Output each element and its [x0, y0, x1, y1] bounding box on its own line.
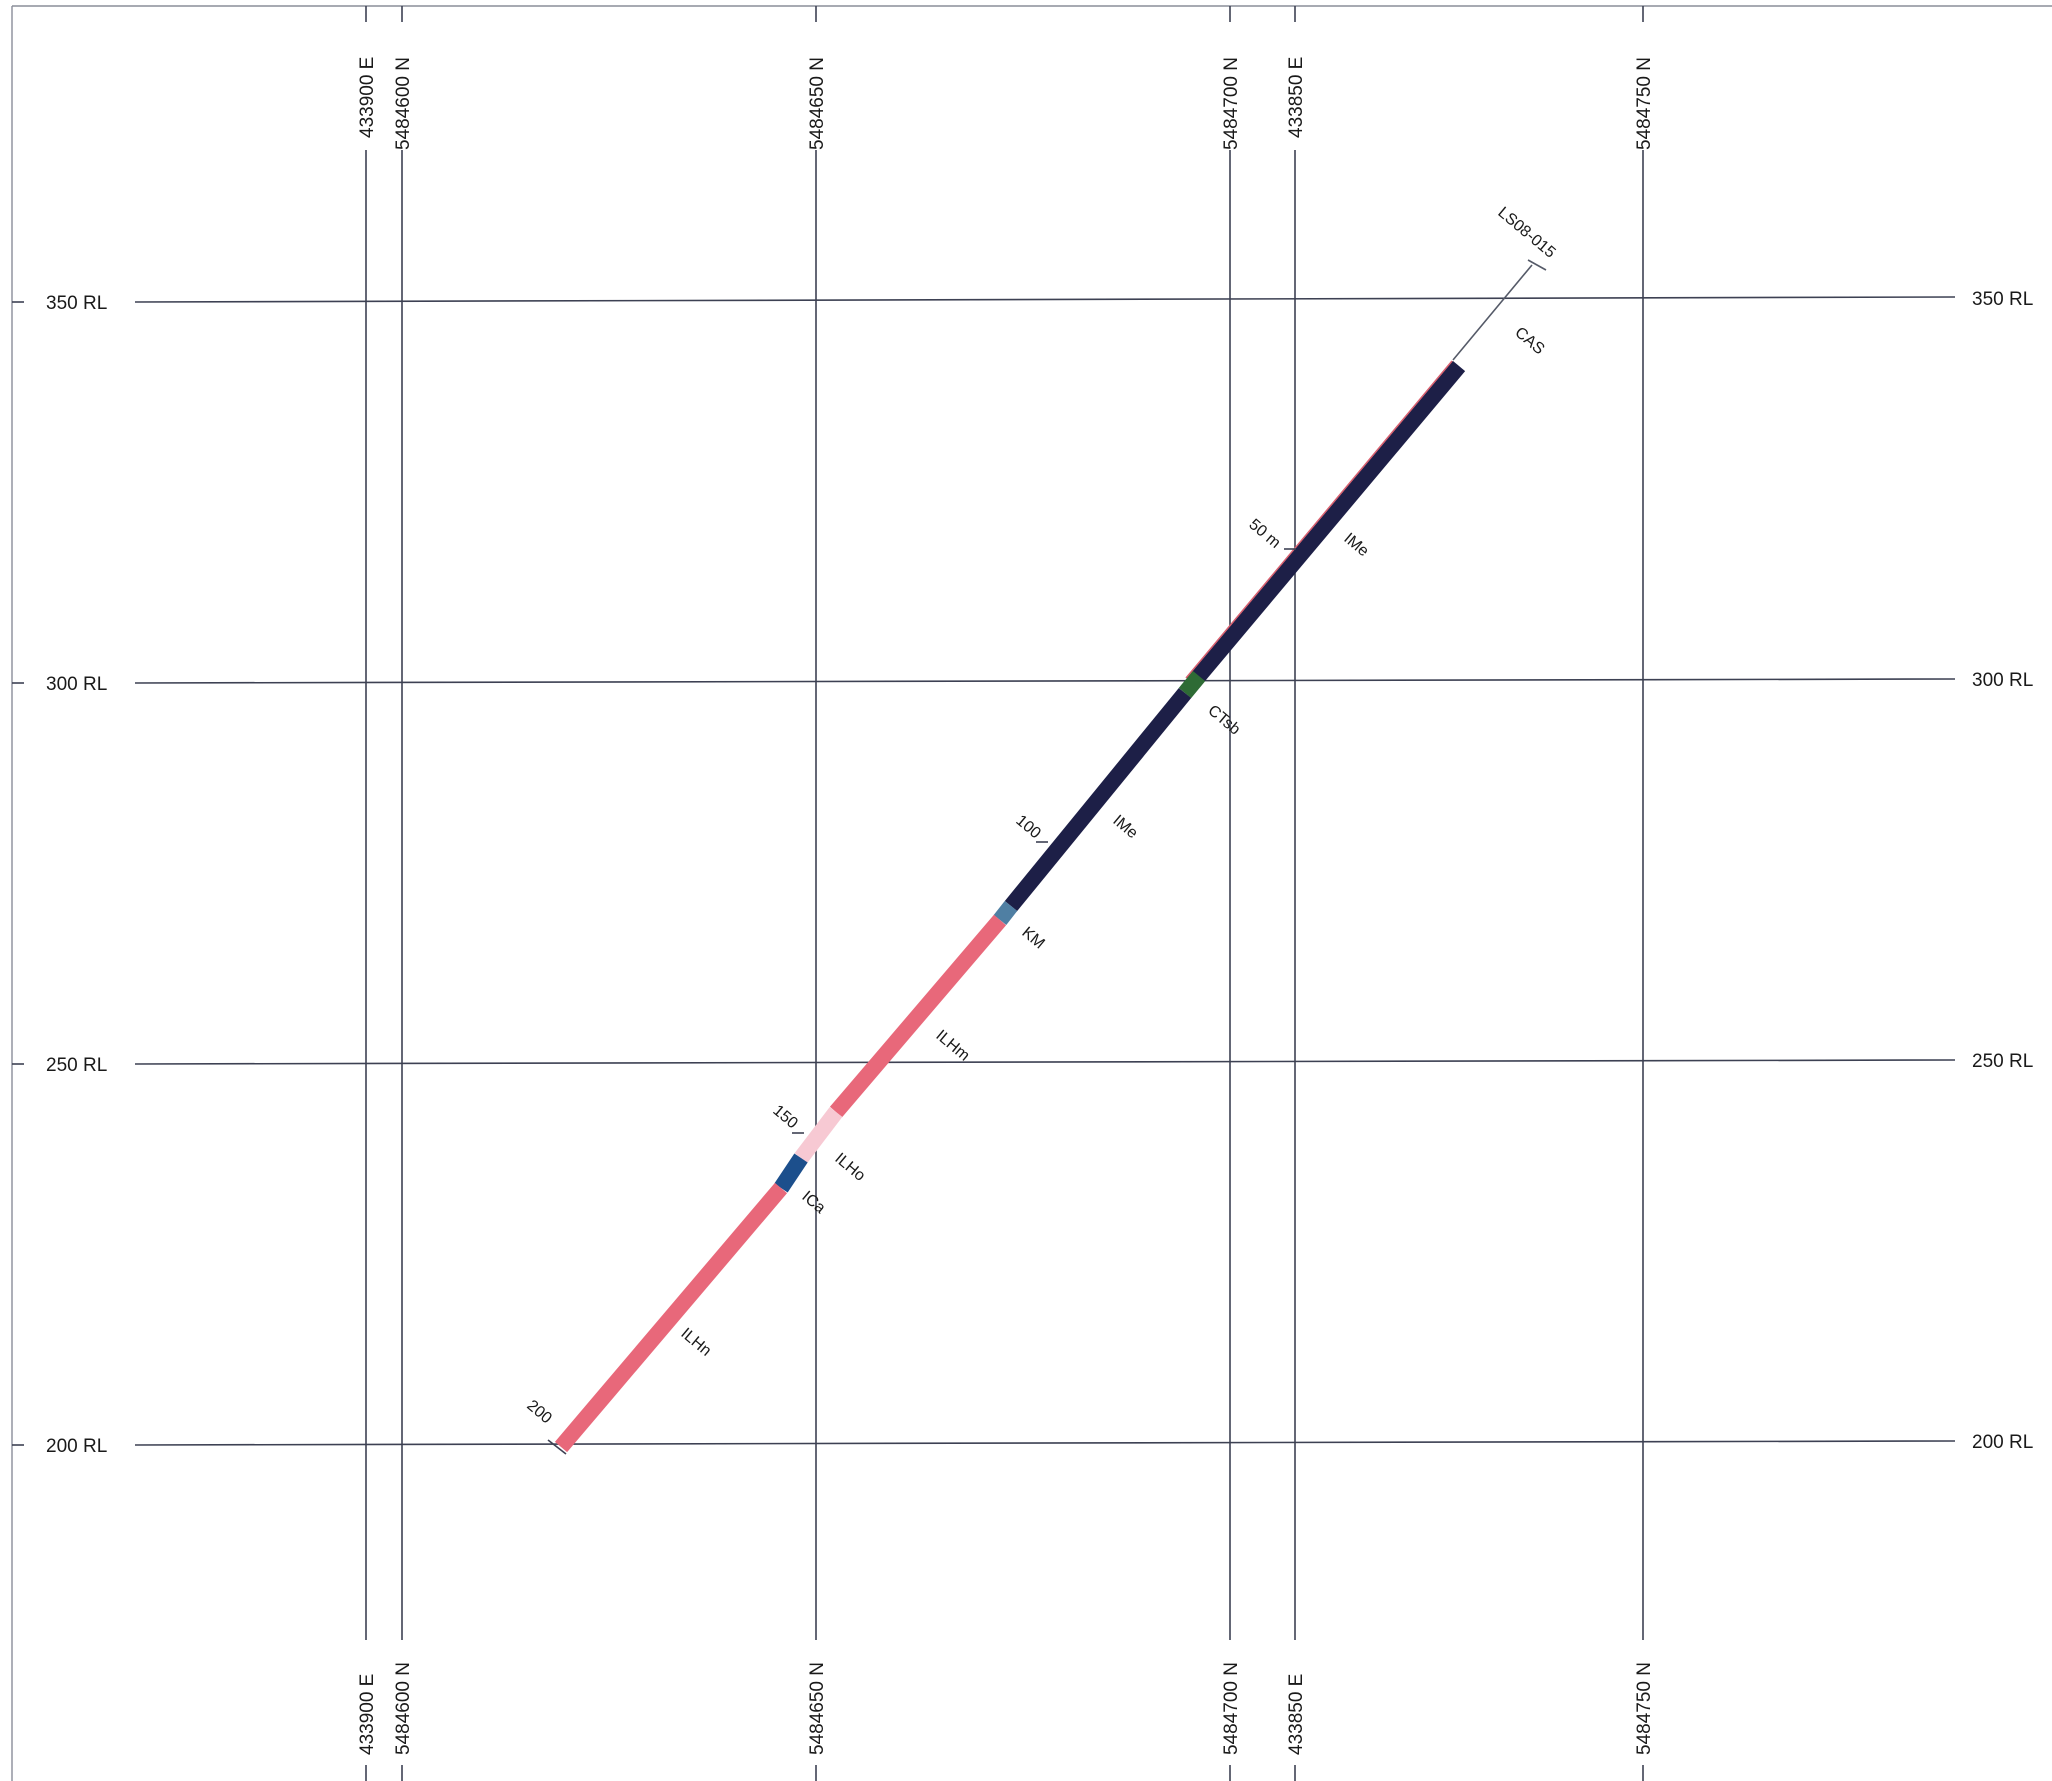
grid-label-top-433850e: 433850 E [1286, 57, 1307, 138]
rl-labels-right: 350 RL 300 RL 250 RL 200 RL [1972, 289, 2033, 1453]
grid-label-bottom-5484700n: 5484700 N [1221, 1662, 1242, 1755]
depth-marker-150: 150 [769, 1102, 800, 1132]
grid-label-bottom-433900e: 433900 E [357, 1674, 378, 1755]
rl-label-left-250: 250 RL [46, 1055, 107, 1076]
grid-label-top-433900e: 433900 E [357, 57, 378, 138]
segment-ilhn [554, 1182, 788, 1453]
grid-label-bottom-5484750n: 5484750 N [1634, 1662, 1655, 1755]
depth-marker-100: 100 [1012, 812, 1043, 842]
segment-ilhm [829, 914, 1007, 1118]
casing-trace [1452, 264, 1533, 361]
grid-label-top-5484700n: 5484700 N [1221, 57, 1242, 150]
grid-labels-bottom: 433900 E 5484600 N 5484650 N 5484700 N 4… [357, 1662, 1655, 1755]
end-of-hole-tick [547, 1439, 567, 1455]
rl-gridline-200 [134, 1440, 1956, 1446]
unit-label-ime-upper: IMe [1340, 530, 1371, 560]
grid-label-bottom-5484600n: 5484600 N [393, 1662, 414, 1755]
rl-label-right-350: 350 RL [1972, 289, 2033, 310]
grid-label-top-5484750n: 5484750 N [1634, 57, 1655, 150]
trace-edge-line [1185, 360, 1453, 679]
depth-marker-200: 200 [523, 1397, 554, 1427]
unit-label-ilho: ILHo [831, 1150, 868, 1185]
unit-label-ica: ICa [798, 1188, 828, 1217]
rl-gridline-250 [134, 1059, 1956, 1065]
rl-label-right-200: 200 RL [1972, 1432, 2033, 1453]
segment-ica [774, 1153, 808, 1193]
unit-labels: CAS IMe CTsb IMe KM ILHm ILHo ICa ILHn [677, 324, 1547, 1360]
grid-label-bottom-433850e: 433850 E [1286, 1674, 1307, 1755]
vertical-gridlines [365, 6, 1644, 1781]
grid-labels-top: 433900 E 5484600 N 5484650 N 5484700 N 4… [357, 57, 1655, 150]
unit-label-ctsb: CTsb [1204, 702, 1243, 739]
unit-label-ilhm: ILHm [932, 1027, 972, 1065]
segment-ime-lower [1004, 687, 1192, 912]
segment-ilho [794, 1107, 843, 1163]
grid-label-top-5484650n: 5484650 N [807, 57, 828, 150]
unit-label-cas: CAS [1511, 324, 1547, 358]
rl-label-left-200: 200 RL [46, 1436, 107, 1457]
segment-km [993, 901, 1018, 925]
collar-tick [1527, 259, 1547, 271]
rl-label-right-300: 300 RL [1972, 670, 2033, 691]
rl-gridline-350 [134, 296, 1956, 303]
segment-ctsb [1178, 670, 1206, 699]
drillhole-trace [547, 259, 1547, 1455]
unit-label-ime-lower: IMe [1109, 812, 1140, 842]
depth-marker-50: 50 m [1245, 516, 1283, 552]
rl-labels-left: 350 RL 300 RL 250 RL 200 RL [46, 293, 107, 1457]
rl-label-right-250: 250 RL [1972, 1051, 2033, 1072]
segment-ime-upper [1186, 360, 1466, 689]
unit-label-km: KM [1018, 924, 1047, 952]
depth-markers: 50 m 100 150 200 [523, 516, 1283, 1427]
grid-label-top-5484600n: 5484600 N [393, 57, 414, 150]
unit-label-ilhn: ILHn [677, 1325, 714, 1360]
drillhole-name: LS08-015 [1494, 204, 1558, 262]
rl-label-left-300: 300 RL [46, 674, 107, 695]
rl-label-left-350: 350 RL [46, 293, 107, 314]
rl-gridline-300 [134, 678, 1956, 684]
grid-label-bottom-5484650n: 5484650 N [807, 1662, 828, 1755]
rl-gridlines [12, 296, 1956, 1446]
